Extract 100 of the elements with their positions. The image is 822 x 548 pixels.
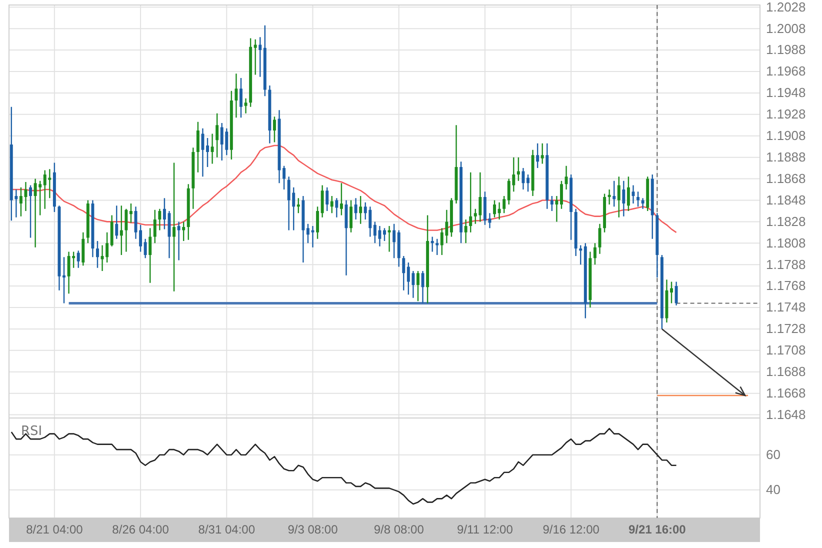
candlestick — [311, 226, 314, 248]
y-tick-label: 60 — [766, 447, 780, 462]
candlestick — [320, 185, 324, 218]
candlestick — [498, 202, 501, 220]
candlestick — [144, 238, 147, 258]
y-tick-label: 1.1828 — [766, 214, 806, 229]
y-tick-label: 1.1908 — [766, 128, 806, 144]
candlestick — [650, 174, 654, 239]
candlestick — [82, 232, 85, 266]
candlestick — [536, 143, 540, 168]
x-tick-label: 9/16 12:00 — [542, 522, 600, 537]
candlestick — [550, 196, 554, 211]
candlestick — [464, 220, 468, 244]
candlestick — [240, 78, 242, 118]
candlestick — [555, 196, 558, 222]
candlestick — [660, 254, 664, 329]
candlestick — [622, 180, 626, 216]
candlestick — [540, 143, 544, 164]
candlestick — [392, 224, 396, 258]
candlestick — [326, 187, 329, 211]
candlestick — [350, 200, 352, 232]
candlestick — [359, 196, 362, 224]
candlestick — [397, 230, 400, 267]
candlestick — [674, 282, 678, 306]
candlestick — [91, 200, 94, 258]
candlestick — [502, 196, 506, 214]
candlestick — [58, 206, 61, 290]
x-tick-label: 9/3 08:00 — [288, 522, 338, 537]
y-tick-label: 1.1688 — [766, 364, 806, 380]
candlestick — [617, 176, 620, 218]
candlestick — [454, 125, 458, 204]
candlestick — [646, 176, 650, 211]
candlestick — [488, 213, 492, 228]
line-series — [10, 144, 677, 234]
y-tick-label: 1.1668 — [766, 385, 806, 400]
candlestick — [522, 168, 525, 190]
candlestick — [383, 228, 386, 241]
candlestick — [182, 222, 186, 241]
candlestick — [186, 184, 190, 240]
candlestick — [335, 198, 338, 218]
candlestick — [354, 198, 358, 220]
candlestick — [249, 38, 252, 107]
y-tick-label: 1.1968 — [766, 64, 806, 79]
candlestick — [110, 215, 114, 246]
y-tick-label: 1.1728 — [766, 321, 806, 336]
candlestick — [316, 206, 320, 239]
candlestick — [168, 210, 171, 258]
candlestick — [206, 138, 209, 167]
candlestick — [86, 200, 90, 244]
y-tick-label: 1.1988 — [766, 42, 806, 58]
candlestick — [306, 224, 310, 244]
x-tick-label: 8/21 04:00 — [26, 522, 84, 537]
candlestick — [436, 238, 439, 255]
x-tick-label: 9/21 16:00 — [628, 522, 686, 537]
candlestick — [158, 208, 162, 230]
candlestick — [302, 196, 305, 262]
text: RSI — [21, 424, 42, 439]
candlestick — [273, 116, 276, 142]
candlestick — [570, 174, 573, 240]
candlestick — [483, 192, 486, 225]
candlestick — [584, 243, 587, 318]
candlestick — [574, 208, 578, 256]
candlestick — [177, 222, 180, 260]
y-tick-label: 1.1768 — [766, 278, 806, 294]
y-tick-label: 1.1648 — [766, 406, 806, 422]
candlestick — [450, 198, 453, 237]
y-tick-label: 1.1948 — [766, 85, 806, 100]
candlestick — [632, 185, 635, 204]
y-tick-label: 1.2028 — [766, 0, 806, 14]
candlestick — [234, 74, 238, 118]
x-tick-label: 8/31 04:00 — [198, 522, 256, 537]
candlestick — [416, 271, 420, 302]
y-tick-label: 1.1788 — [766, 256, 806, 272]
candlestick — [665, 280, 668, 323]
y-tick-label: 1.1748 — [766, 300, 806, 315]
candlestick — [526, 174, 530, 192]
candlestick — [76, 250, 80, 268]
y-tick-label: 1.1928 — [766, 106, 806, 122]
candlestick — [162, 198, 166, 230]
candlestick — [531, 150, 534, 196]
candlestick — [402, 256, 406, 290]
y-tick-label: 1.1708 — [766, 342, 806, 358]
candlestick — [254, 39, 257, 75]
candlestick — [230, 90, 233, 160]
candlestick — [153, 210, 156, 244]
candlestick — [139, 224, 142, 252]
candlestick — [278, 110, 281, 184]
y-tick-label: 1.1888 — [766, 149, 806, 164]
candlestick — [608, 190, 611, 205]
candlestick — [426, 215, 430, 304]
candlestick — [192, 148, 195, 209]
candlestick — [210, 134, 214, 164]
candlestick — [196, 122, 200, 172]
candlestick — [603, 194, 606, 232]
x-tick-label: 9/11 12:00 — [457, 522, 514, 537]
candlestick — [598, 224, 602, 254]
candlestick — [124, 208, 128, 252]
candlestick — [641, 198, 644, 209]
candlestick — [148, 228, 152, 283]
candlestick — [560, 180, 563, 209]
